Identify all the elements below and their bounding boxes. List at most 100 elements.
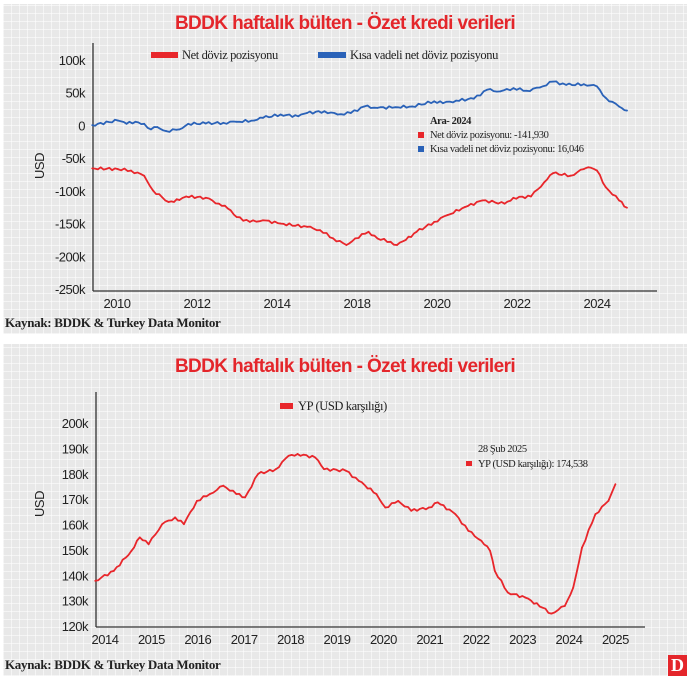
data-point [512, 87, 515, 90]
x-tick-label: 2016 [184, 632, 211, 647]
data-point [524, 596, 527, 599]
chart-panel-fx-loans: BDDK haftalık bülten - Özet kredi verile… [3, 344, 687, 676]
data-point [91, 167, 94, 170]
y-tick-label: -250k [55, 282, 86, 297]
y-tick-label: -200k [55, 249, 86, 264]
legend-swatch-net [151, 52, 178, 58]
data-point [323, 468, 325, 471]
data-point [174, 516, 176, 519]
data-point [572, 586, 575, 589]
x-tick-label: 2024 [556, 632, 583, 647]
data-point [618, 199, 620, 202]
data-point [446, 214, 449, 216]
series-line-primary [95, 453, 617, 615]
data-point [433, 221, 436, 223]
data-point [332, 237, 335, 240]
data-point [323, 110, 326, 113]
y-axis-label: USD [32, 153, 47, 179]
data-point [604, 186, 607, 189]
x-tick-label: 2020 [424, 296, 451, 311]
legend-label-short-term: Kısa vadeli net döviz pozisyonu [350, 48, 499, 62]
data-point [410, 509, 413, 512]
data-point [262, 116, 264, 119]
data-point [626, 109, 628, 112]
x-tick-label: 2012 [184, 296, 211, 311]
chart-net-position: BDDK haftalık bülten - Özet kredi verile… [5, 13, 657, 330]
y-tick-label: 190k [62, 441, 89, 456]
data-point [134, 120, 137, 123]
annotation-marker-net [418, 132, 424, 138]
legend-swatch-short-term [318, 52, 346, 58]
x-tick-label: 2025 [602, 632, 629, 647]
data-point [244, 496, 247, 499]
legend-label-fx: YP (USD karşılığı) [298, 399, 387, 413]
data-point [130, 169, 132, 172]
data-point [161, 523, 163, 526]
data-point [581, 546, 583, 549]
data-point [543, 181, 546, 184]
plot-area: 100k 50k 0 -50k -100k -150k -200k -250k 2010 2012… [55, 43, 657, 311]
data-point [150, 128, 152, 131]
data-point [182, 523, 185, 526]
x-tick-label: 2023 [509, 632, 536, 647]
y-tick-label: -150k [55, 217, 86, 232]
y-tick-label: 120k [62, 619, 89, 634]
x-tick-label: 2015 [138, 632, 165, 647]
data-point [481, 199, 484, 202]
legend-swatch-fx [280, 403, 293, 409]
data-point [396, 244, 398, 246]
data-point [493, 570, 496, 572]
data-point [235, 120, 238, 123]
data-point [195, 500, 198, 502]
data-point [345, 244, 348, 246]
data-point [480, 539, 483, 542]
chart-title: BDDK haftalık bülten - Özet kredi verile… [175, 356, 515, 377]
data-point [582, 168, 585, 170]
x-tick-label: 2014 [92, 632, 119, 647]
data-point [147, 543, 150, 546]
data-point [506, 591, 509, 594]
data-point [235, 493, 238, 495]
x-tick-label: 2010 [104, 296, 131, 311]
y-tick-label: 170k [62, 492, 89, 507]
y-tick-label: -100k [55, 184, 86, 199]
data-point [314, 456, 317, 459]
y-tick-label: 200k [62, 416, 89, 431]
x-tick-label: 2021 [416, 632, 443, 647]
data-point [455, 99, 458, 102]
data-point [411, 105, 414, 108]
annotation-date: 28 Şub 2025 [478, 444, 527, 455]
data-point [138, 536, 141, 539]
data-point [344, 469, 347, 472]
x-tick-label: 2020 [370, 632, 397, 647]
data-point [257, 473, 260, 475]
data-point [569, 174, 572, 177]
logo-letter: D [671, 655, 684, 675]
data-point [208, 493, 211, 495]
source-note: Kaynak: BDDK & Turkey Data Monitor [5, 657, 221, 672]
data-point [394, 106, 396, 109]
data-point [607, 500, 610, 502]
data-point [167, 201, 170, 203]
data-point [436, 501, 439, 504]
data-point [91, 124, 94, 127]
data-point [604, 97, 607, 99]
x-tick-label: 2018 [277, 632, 304, 647]
plot-area: 200k 190k 180k 170k 160k 150k 140k 130k 120k2014… [62, 392, 645, 647]
x-tick-label: 2019 [324, 632, 351, 647]
x-tick-label: 2024 [584, 296, 611, 311]
x-tick-label: 2014 [264, 296, 291, 311]
data-point [552, 172, 554, 175]
data-point [614, 483, 617, 486]
data-point [397, 500, 400, 502]
data-point [376, 106, 379, 109]
data-point [349, 112, 352, 114]
data-point [541, 606, 544, 609]
data-point [442, 102, 444, 105]
data-point [279, 222, 282, 225]
data-point [427, 506, 430, 509]
data-point [165, 130, 168, 132]
data-point [596, 169, 598, 172]
data-point [563, 605, 566, 607]
y-tick-label: 150k [62, 543, 89, 558]
